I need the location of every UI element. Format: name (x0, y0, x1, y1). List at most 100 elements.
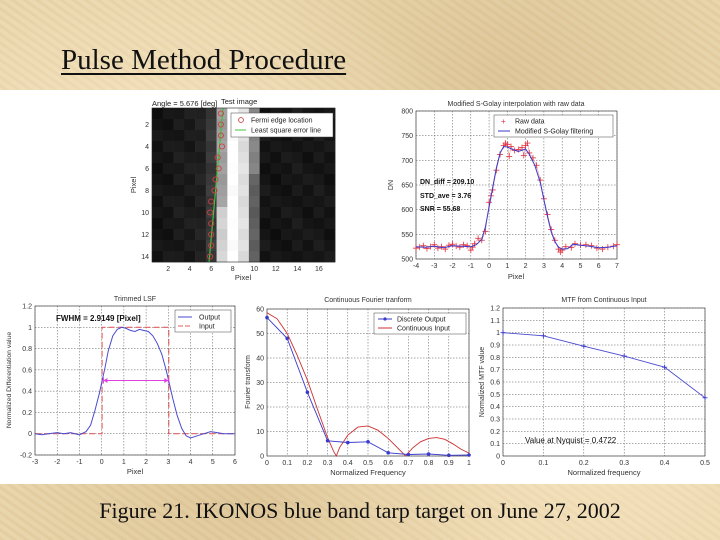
sgolay-ylabel: DN (388, 180, 395, 190)
y-tick-label: 0.2 (490, 429, 500, 436)
x-tick-label: -3 (32, 459, 38, 466)
y-tick-label: 40 (256, 356, 264, 363)
x-tick-label: 1 (122, 459, 126, 466)
fourier-yticks: 0 10 20 30 40 50 60 (256, 307, 264, 461)
y-tick-label: 1.2 (490, 306, 500, 313)
y-tick-label: 1.2 (22, 304, 32, 311)
y-tick-label: 600 (401, 207, 413, 214)
x-tick-label: 16 (315, 266, 323, 273)
y-tick-label: 1 (496, 330, 500, 337)
x-tick-label: 0 (100, 459, 104, 466)
sgolay-stats: DN_diff = 209.10 STD_ave = 3.76 SNR = 55… (420, 179, 474, 213)
x-tick-label: 0.4 (343, 460, 353, 467)
legend-filter: Modified S-Golay filtering (515, 129, 593, 136)
x-tick-label: 12 (272, 266, 280, 273)
x-tick-label: 2 (524, 263, 528, 270)
chart-mtf: MTF from Continuous Input 00.10.20.30.40… (479, 297, 710, 477)
chart-fourier: Continuous Fourier tranform 010203040506… (245, 297, 471, 477)
y-tick-label: 2 (145, 122, 149, 129)
fwhm-marker (102, 377, 169, 384)
x-tick-label: 6 (209, 266, 213, 273)
x-tick-label: -4 (413, 263, 419, 270)
x-tick-label: 5 (579, 263, 583, 270)
mtf-ylabel: Normalized MTF value (479, 347, 486, 418)
x-tick-label: -3 (431, 263, 437, 270)
y-tick-label: 0.1 (490, 441, 500, 448)
x-tick-label: 0.3 (619, 460, 629, 467)
legend-output: Output (199, 315, 220, 322)
y-tick-label: 8 (145, 188, 149, 195)
y-tick-label: 0.4 (22, 389, 32, 396)
x-tick-label: 0.2 (303, 460, 313, 467)
lsf-grid (34, 305, 236, 456)
lsf-yticks: -0.2 0 0.2 0.4 0.6 0.8 1 1.2 (20, 304, 32, 460)
x-tick-label: 2 (144, 459, 148, 466)
y-tick-label: 800 (401, 109, 413, 116)
x-tick-label: 1 (467, 460, 471, 467)
figure-panel: Angle = 5.676 [deg] Test image 2 4 6 8 10 12 1… (0, 90, 720, 484)
y-tick-label: 20 (256, 405, 264, 412)
y-tick-label: 4 (145, 144, 149, 151)
x-tick-label: 0.6 (383, 460, 393, 467)
y-tick-label: 0 (496, 454, 500, 461)
x-tick-label: 0.7 (404, 460, 414, 467)
y-tick-label: 700 (401, 158, 413, 165)
y-tick-label: 0.3 (490, 417, 500, 424)
y-tick-label: 0.6 (22, 367, 32, 374)
y-tick-label: 0.6 (490, 380, 500, 387)
lsf-output-line (34, 326, 235, 439)
y-tick-label: 500 (401, 257, 413, 264)
fourier-xlabel: Normalized Frequency (330, 468, 406, 477)
fwhm-annotation: FWHM = 2.9149 [Pixel] (56, 314, 141, 323)
x-tick-label: 4 (560, 263, 564, 270)
x-tick-label: 0.1 (282, 460, 292, 467)
x-tick-label: 0 (501, 460, 505, 467)
figure-caption: Figure 21. IKONOS blue band tarp target … (99, 498, 621, 523)
fermi-edge-markers (207, 110, 226, 260)
figure-composite: Angle = 5.676 [deg] Test image 246810121… (6, 97, 710, 477)
x-tick-label: 0.2 (579, 460, 589, 467)
mtf-markers (500, 330, 708, 401)
x-tick-label: 4 (189, 459, 193, 466)
x-tick-label: 0 (265, 460, 269, 467)
x-tick-label: 5 (211, 459, 215, 466)
mtf-xticks: 0 0.1 0.2 0.3 0.4 0.5 (501, 460, 710, 467)
x-tick-label: -2 (54, 459, 60, 466)
lsf-input-line (35, 326, 235, 435)
x-tick-label: 0.8 (424, 460, 434, 467)
x-tick-label: 1 (505, 263, 509, 270)
x-tick-label: 8 (231, 266, 235, 273)
mtf-xlabel: Normalized frequency (568, 468, 641, 477)
chart-sgolay: Modified S-Golay interpolation with raw … (388, 101, 620, 281)
x-tick-label: -1 (468, 263, 474, 270)
x-tick-label: 0.9 (444, 460, 454, 467)
x-tick-label: 4 (188, 266, 192, 273)
x-tick-label: 0.5 (700, 460, 710, 467)
y-tick-label: 0.8 (22, 346, 32, 353)
circle-marker-icon (238, 117, 244, 123)
mtf-yticks: 0 0.1 0.2 0.3 0.4 0.5 0.6 0.7 0.8 0.9 1 1.1 1.2 (490, 306, 500, 461)
x-tick-label: 7 (615, 263, 619, 270)
mtf-line (502, 332, 706, 399)
legend-continuous: Continuous Input (397, 326, 450, 333)
y-tick-label: 0.5 (490, 392, 500, 399)
y-tick-label: 0.2 (22, 410, 32, 417)
mtf-title: MTF from Continuous Input (561, 297, 646, 304)
fourier-ylabel: Fourier transform (245, 355, 252, 409)
y-tick-label: 12 (141, 232, 149, 239)
x-tick-label: -1 (76, 459, 82, 466)
x-tick-label: 2 (166, 266, 170, 273)
y-tick-label: 0.7 (490, 367, 500, 374)
test-image-yticks: 2 4 6 8 10 12 14 (141, 122, 149, 261)
sgolay-xticks: -4 -3 -2 -1 0 1 2 3 4 5 6 7 (413, 263, 619, 270)
test-image-title: Test image (221, 97, 257, 106)
sgolay-xlabel: Pixel (508, 272, 525, 281)
lsf-xticks: -3 -2 -1 0 1 2 3 4 5 6 (32, 459, 237, 466)
y-tick-label: 650 (401, 183, 413, 190)
y-tick-label: 50 (256, 331, 264, 338)
sgolay-filter-line (415, 145, 618, 250)
x-tick-label: 0.1 (539, 460, 549, 467)
lsf-title: Trimmed LSF (114, 296, 156, 303)
legend-lsq: Least square error line (251, 128, 321, 135)
dn-diff: DN_diff = 209.10 (420, 179, 474, 186)
